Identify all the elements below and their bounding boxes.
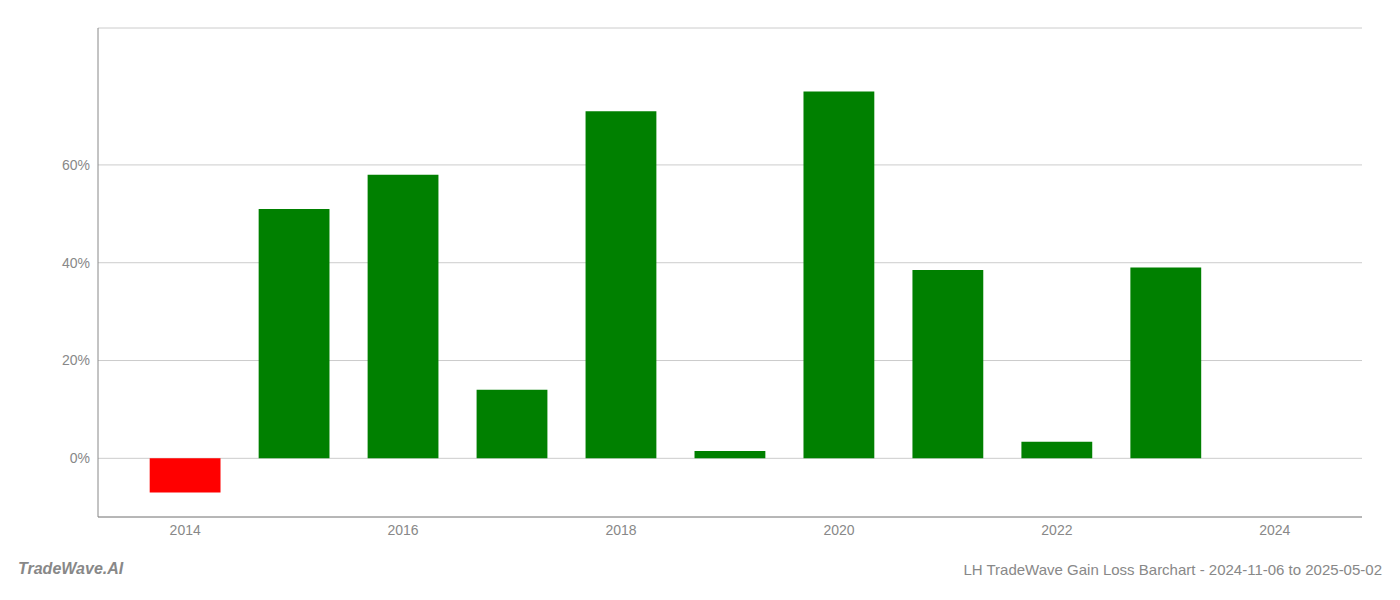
svg-text:40%: 40% <box>62 255 90 271</box>
html-text:TradeWave.AI: TradeWave.AI <box>18 560 124 577</box>
svg-text:0%: 0% <box>70 450 90 466</box>
svg-text:20%: 20% <box>62 352 90 368</box>
svg-text:2014: 2014 <box>170 522 201 538</box>
svg-text:2016: 2016 <box>388 522 419 538</box>
html-text:LH TradeWave Gain Loss Barchar: LH TradeWave Gain Loss Barchart - 2024-1… <box>963 561 1382 578</box>
svg-text:2022: 2022 <box>1041 522 1072 538</box>
svg-text:60%: 60% <box>62 157 90 173</box>
svg-text:2024: 2024 <box>1259 522 1290 538</box>
svg-text:2018: 2018 <box>605 522 636 538</box>
svg-text:2020: 2020 <box>823 522 854 538</box>
